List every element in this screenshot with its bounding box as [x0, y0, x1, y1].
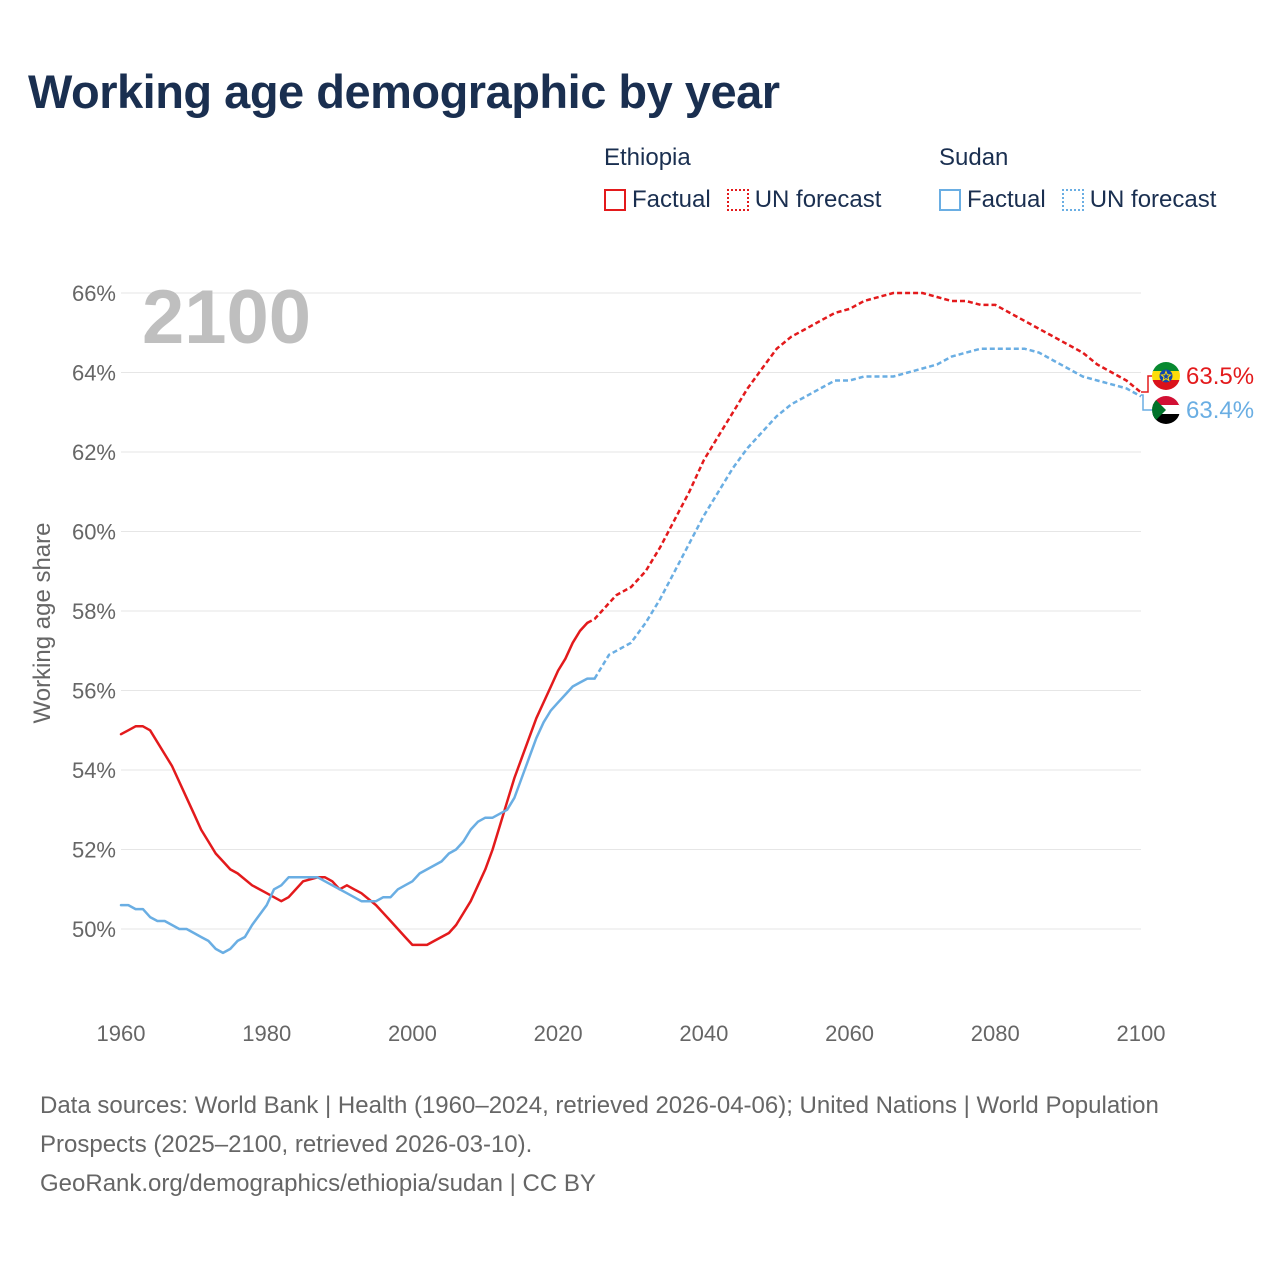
data-sources-text: Data sources: World Bank | Health (1960–…: [40, 1092, 1159, 1158]
x-tick-label: 1960: [97, 1021, 146, 1046]
credit-link[interactable]: GeoRank.org/demographics/ethiopia/sudan …: [40, 1170, 596, 1197]
legend-swatch-sudan-factual: [939, 189, 961, 211]
sudan-end-connector: [1141, 394, 1152, 411]
x-tick-label: 2080: [971, 1021, 1020, 1046]
y-tick-label: 60%: [72, 520, 116, 545]
legend-group-ethiopia: Ethiopia Factual UN forecast: [604, 144, 897, 214]
ethiopia-end-connector: [1141, 375, 1152, 393]
y-tick-label: 50%: [72, 917, 116, 942]
legend-label-ethiopia-factual: Factual: [632, 186, 711, 213]
y-tick-label: 58%: [72, 599, 116, 624]
legend-item-sudan-forecast[interactable]: UN forecast: [1061, 186, 1217, 214]
legend-country-sudan: Sudan: [939, 144, 1009, 171]
legend-item-ethiopia-factual[interactable]: Factual: [604, 186, 711, 214]
y-tick-label: 62%: [72, 440, 116, 465]
sudan-flag-icon: [1152, 396, 1180, 424]
legend-label-ethiopia-forecast: UN forecast: [754, 186, 882, 213]
legend-item-sudan-factual[interactable]: Factual: [939, 186, 1046, 214]
end-markers: 63.5% 63.4%: [1141, 362, 1254, 424]
x-tick-label: 2100: [1117, 1021, 1166, 1046]
legend-swatch-ethiopia-factual: [604, 189, 626, 211]
y-axis-label: Working age share: [29, 523, 56, 724]
sudan-factual-line: [119, 677, 596, 955]
x-tick-label: 2000: [388, 1021, 437, 1046]
x-axis-ticks: 1960 1980 2000 2020 2040 2060 2080 2100: [97, 1021, 1166, 1046]
ethiopia-forecast-line: [586, 291, 1142, 625]
gridlines: [121, 292, 1141, 930]
legend-item-ethiopia-forecast[interactable]: UN forecast: [726, 186, 882, 214]
legend-label-sudan-forecast: UN forecast: [1089, 186, 1217, 213]
ethiopia-factual-line: [119, 621, 589, 947]
sudan-forecast-line: [593, 347, 1142, 680]
footer: Data sources: World Bank | Health (1960–…: [40, 1086, 1240, 1203]
legend-group-sudan: Sudan Factual UN forecast: [939, 144, 1232, 214]
x-tick-label: 2020: [534, 1021, 583, 1046]
y-tick-label: 64%: [72, 361, 116, 386]
ethiopia-end-value: 63.5%: [1186, 363, 1254, 390]
ethiopia-flag-icon: [1152, 362, 1180, 390]
x-tick-label: 1980: [242, 1021, 291, 1046]
y-tick-label: 56%: [72, 679, 116, 704]
legend-swatch-ethiopia-forecast: [726, 189, 749, 211]
y-tick-label: 52%: [72, 838, 116, 863]
chart-title: Working age demographic by year: [28, 65, 780, 118]
y-axis-ticks: 50% 52% 54% 56% 58% 60% 62% 64% 66%: [72, 281, 116, 942]
x-tick-label: 2040: [679, 1021, 728, 1046]
series-lines: [119, 291, 1142, 955]
legend-label-sudan-factual: Factual: [967, 186, 1046, 213]
legend-country-ethiopia: Ethiopia: [604, 144, 691, 171]
legend-swatch-sudan-forecast: [1061, 189, 1084, 211]
y-tick-label: 66%: [72, 281, 116, 306]
year-watermark: 2100: [142, 275, 311, 360]
sudan-end-value: 63.4%: [1186, 397, 1254, 424]
x-tick-label: 2060: [825, 1021, 874, 1046]
y-tick-label: 54%: [72, 758, 116, 783]
